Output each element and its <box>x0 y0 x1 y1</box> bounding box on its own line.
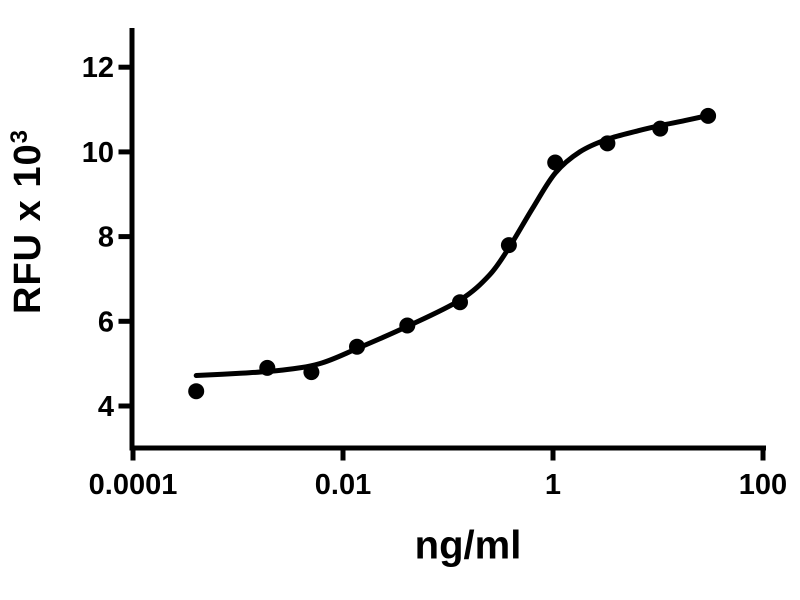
data-point <box>303 364 320 381</box>
x-tick-label: 100 <box>739 469 787 501</box>
y-tick-label: 6 <box>98 306 114 338</box>
data-point <box>547 154 564 171</box>
data-point <box>700 107 717 124</box>
fit-curve <box>193 113 711 378</box>
y-tick-label: 8 <box>98 222 114 254</box>
y-axis-title-exponent: 3 <box>6 130 33 144</box>
x-tick-label: 1 <box>545 469 561 501</box>
data-point <box>349 338 365 355</box>
y-axis-title-text: RFU x 10 <box>7 143 49 314</box>
y-tick-label: 4 <box>98 391 114 423</box>
x-axis-title: ng/ml <box>414 523 522 568</box>
y-tick-label: 10 <box>82 137 114 169</box>
data-point <box>452 294 468 311</box>
x-tick-label: 0.0001 <box>89 469 178 501</box>
data-point <box>500 237 517 254</box>
data-point <box>259 359 276 376</box>
data-point <box>399 317 416 334</box>
x-tick-label: 0.01 <box>315 469 371 501</box>
y-axis-title: RFU x 103 <box>6 130 50 314</box>
data-point <box>652 120 669 137</box>
y-tick-label: 12 <box>82 52 114 84</box>
data-point <box>599 135 616 152</box>
data-point <box>188 383 205 400</box>
